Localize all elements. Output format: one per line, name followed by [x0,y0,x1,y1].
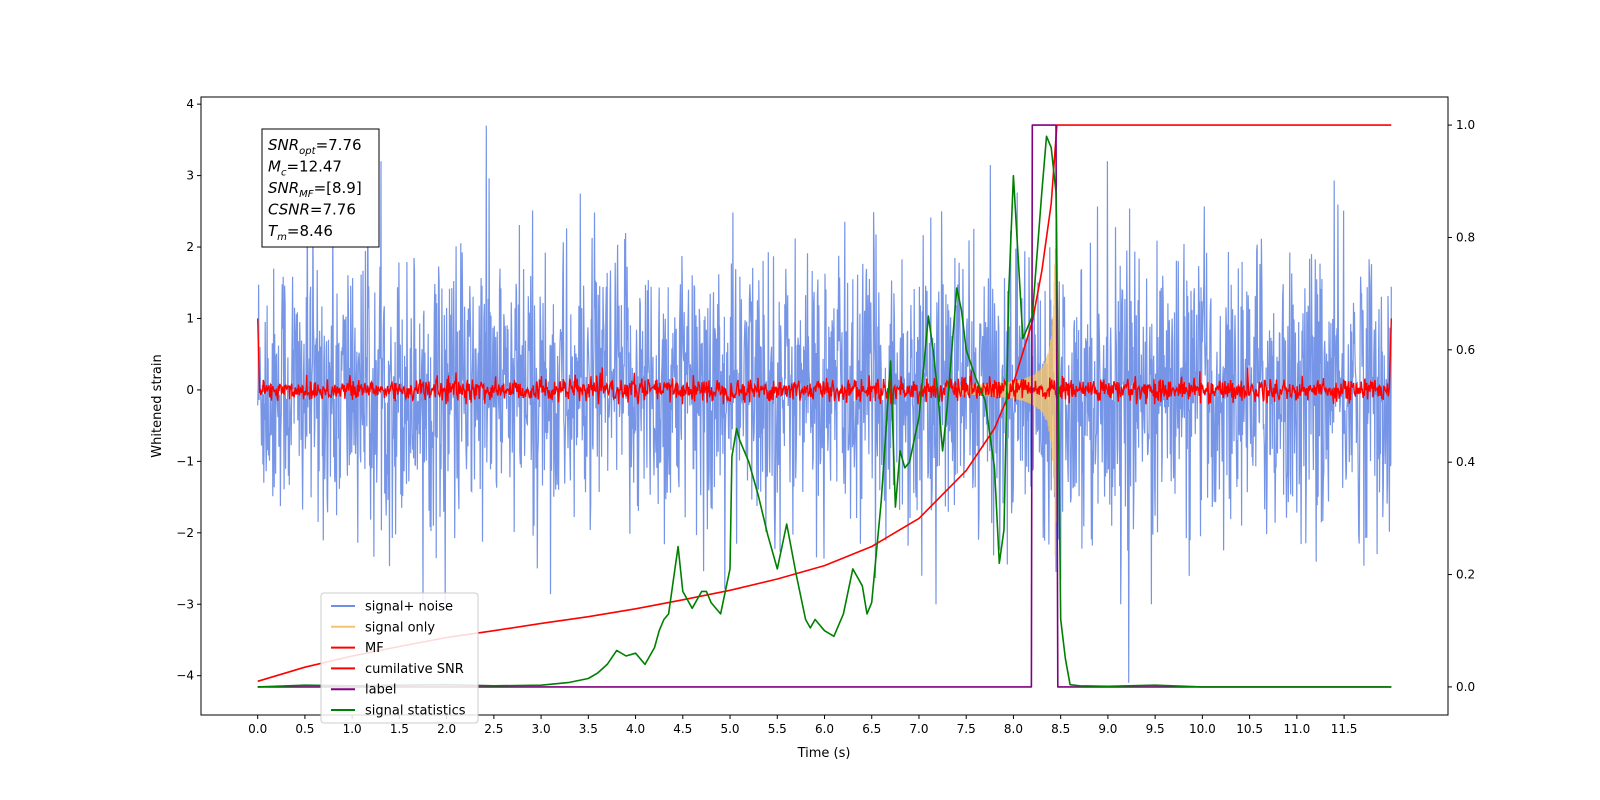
x-tick-label: 9.0 [1098,722,1117,736]
y-tick-label: −1 [176,454,194,468]
x-tick-label: 10.5 [1236,722,1263,736]
x-tick-label: 4.0 [626,722,645,736]
y2-tick-label: 1.0 [1456,118,1475,132]
legend-label: cumilative SNR [365,662,464,677]
axes: 0.0 0.5 1.0 1.5 2.0 2.5 3.0 3.5 4.0 4.5 5.0 5.5 6.0 6… [176,97,1475,736]
legend-label: MF [365,641,384,656]
x-tick-label: 4.5 [673,722,692,736]
x-tick-label: 2.0 [437,722,456,736]
y-tick-label: 3 [186,169,194,183]
x-tick-label: 1.0 [343,722,362,736]
x-tick-label: 11.0 [1283,722,1310,736]
x-tick-label: 0.5 [295,722,314,736]
annotation-line: CSNR=7.76 [268,201,356,219]
y-tick-label: −2 [176,526,194,540]
legend-label: signal statistics [365,704,466,719]
x-tick-label: 5.0 [720,722,739,736]
x-axis-label: Time (s) [797,746,851,761]
y2-tick-label: 0.4 [1456,455,1475,469]
x-tick-label: 1.5 [390,722,409,736]
x-tick-label: 7.5 [957,722,976,736]
legend: signal+ noise signal only MF cumilative SNR… [320,592,479,724]
annotation-line: Mc=12.47 [268,158,342,179]
y-axis-label: Whitened strain [150,354,165,457]
annotation-line: Tm=8.46 [268,222,333,243]
x-tick-label: 5.5 [768,722,787,736]
y2-tick-label: 0.6 [1456,343,1475,357]
series-signal-statistics [257,135,1392,688]
y-tick-label: 0 [186,383,194,397]
x-tick-label: 8.0 [1004,722,1023,736]
y2-tick-label: 0.2 [1456,568,1475,582]
y-tick-label: 2 [186,240,194,254]
y-tick-label: −3 [176,597,194,611]
y-tick-label: 1 [186,311,194,325]
legend-label: signal+ noise [365,600,453,615]
x-tick-label: 3.5 [579,722,598,736]
x-tick-label: 11.5 [1331,722,1358,736]
x-tick-label: 10.0 [1189,722,1216,736]
y-tick-label: −4 [176,669,194,683]
legend-label: label [365,683,396,698]
y2-tick-label: 0.8 [1456,230,1475,244]
series-mf [257,318,1392,405]
x-tick-label: 2.5 [484,722,503,736]
x-tick-label: 6.5 [862,722,881,736]
annotation-line: SNRMF=[8.9] [268,179,362,200]
x-tick-label: 8.5 [1051,722,1070,736]
y2-tick-label: 0.0 [1456,680,1475,694]
y-tick-label: 4 [186,97,194,111]
legend-frame [320,592,479,724]
x-tick-label: 3.0 [532,722,551,736]
annotation-line: SNRopt=7.76 [268,136,362,157]
legend-label: signal only [365,620,435,635]
series-signal-noise [257,125,1392,683]
x-tick-label: 9.5 [1146,722,1165,736]
x-tick-label: 6.0 [815,722,834,736]
x-tick-label: 7.0 [909,722,928,736]
x-tick-label: 0.0 [248,722,267,736]
